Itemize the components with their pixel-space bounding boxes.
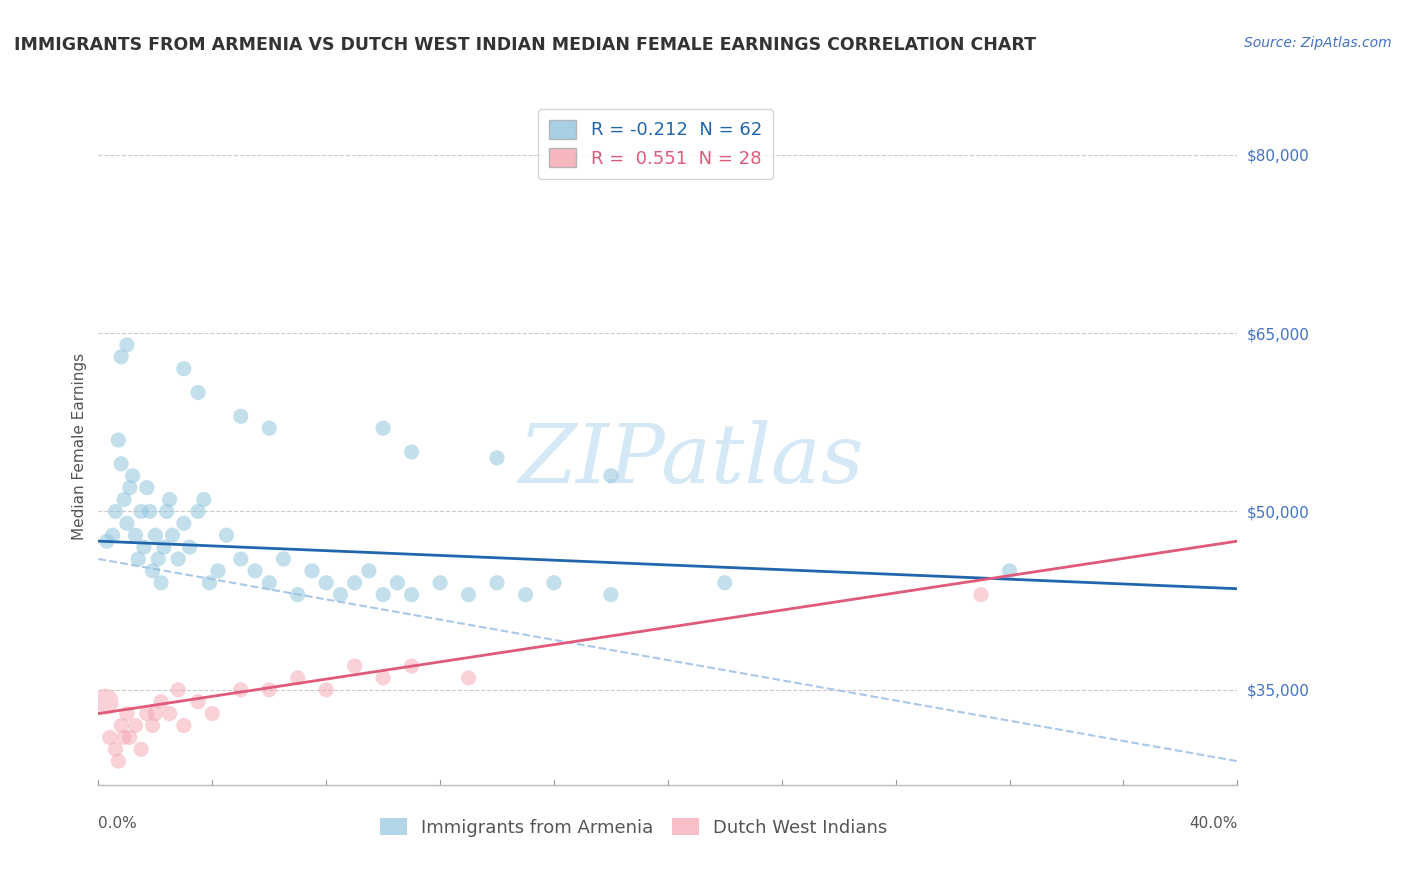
Point <box>401 445 423 459</box>
Point <box>401 588 423 602</box>
Y-axis label: Median Female Earnings: Median Female Earnings <box>72 352 87 540</box>
Point <box>357 564 380 578</box>
Point <box>112 492 135 507</box>
Point <box>167 552 190 566</box>
Point <box>243 564 266 578</box>
Text: Source: ZipAtlas.com: Source: ZipAtlas.com <box>1244 36 1392 50</box>
Point <box>187 695 209 709</box>
Point <box>515 588 537 602</box>
Point <box>150 575 173 590</box>
Point <box>118 731 141 745</box>
Point <box>187 385 209 400</box>
Point <box>259 421 281 435</box>
Point <box>159 706 181 721</box>
Point <box>371 421 394 435</box>
Point <box>107 433 129 447</box>
Point <box>138 504 160 518</box>
Point <box>150 695 173 709</box>
Point <box>124 718 146 732</box>
Point <box>329 588 352 602</box>
Point <box>287 671 309 685</box>
Point <box>207 564 229 578</box>
Point <box>371 671 394 685</box>
Point <box>110 350 132 364</box>
Point <box>371 588 394 602</box>
Point <box>112 731 135 745</box>
Point <box>229 682 252 697</box>
Point <box>187 504 209 518</box>
Point <box>229 552 252 566</box>
Text: 0.0%: 0.0% <box>98 815 138 830</box>
Text: IMMIGRANTS FROM ARMENIA VS DUTCH WEST INDIAN MEDIAN FEMALE EARNINGS CORRELATION : IMMIGRANTS FROM ARMENIA VS DUTCH WEST IN… <box>14 36 1036 54</box>
Point <box>259 575 281 590</box>
Point <box>998 564 1021 578</box>
Point <box>401 659 423 673</box>
Point <box>153 540 176 554</box>
Point <box>104 504 127 518</box>
Point <box>173 516 195 531</box>
Point <box>135 481 157 495</box>
Point <box>970 588 993 602</box>
Point <box>145 528 167 542</box>
Point <box>198 575 221 590</box>
Point <box>148 552 170 566</box>
Point <box>135 706 157 721</box>
Point <box>129 742 152 756</box>
Point <box>457 588 479 602</box>
Point <box>132 540 155 554</box>
Point <box>115 338 138 352</box>
Point <box>273 552 295 566</box>
Point <box>486 575 509 590</box>
Legend: Immigrants from Armenia, Dutch West Indians: Immigrants from Armenia, Dutch West Indi… <box>373 811 894 844</box>
Point <box>343 659 366 673</box>
Point <box>129 504 152 518</box>
Point <box>141 718 163 732</box>
Point <box>457 671 479 685</box>
Point <box>301 564 323 578</box>
Point <box>110 457 132 471</box>
Point <box>98 731 121 745</box>
Point <box>96 534 118 549</box>
Point <box>141 564 163 578</box>
Point <box>124 528 146 542</box>
Point <box>315 682 337 697</box>
Point <box>127 552 149 566</box>
Text: 40.0%: 40.0% <box>1189 815 1237 830</box>
Point <box>101 528 124 542</box>
Point <box>145 706 167 721</box>
Point <box>173 718 195 732</box>
Point <box>179 540 201 554</box>
Point <box>429 575 451 590</box>
Point <box>714 575 737 590</box>
Point <box>343 575 366 590</box>
Point <box>104 742 127 756</box>
Point <box>115 706 138 721</box>
Point <box>387 575 409 590</box>
Point <box>107 754 129 768</box>
Point <box>259 682 281 697</box>
Point <box>201 706 224 721</box>
Point <box>486 450 509 465</box>
Point <box>287 588 309 602</box>
Point <box>115 516 138 531</box>
Point <box>159 492 181 507</box>
Point <box>162 528 184 542</box>
Point <box>543 575 565 590</box>
Text: ZIPatlas: ZIPatlas <box>517 419 863 500</box>
Point <box>315 575 337 590</box>
Point <box>94 695 117 709</box>
Point <box>229 409 252 424</box>
Point <box>118 481 141 495</box>
Point <box>600 588 623 602</box>
Point <box>193 492 215 507</box>
Point <box>173 361 195 376</box>
Point <box>167 682 190 697</box>
Point <box>121 468 143 483</box>
Point <box>215 528 238 542</box>
Point <box>110 718 132 732</box>
Point <box>156 504 179 518</box>
Point <box>600 468 623 483</box>
